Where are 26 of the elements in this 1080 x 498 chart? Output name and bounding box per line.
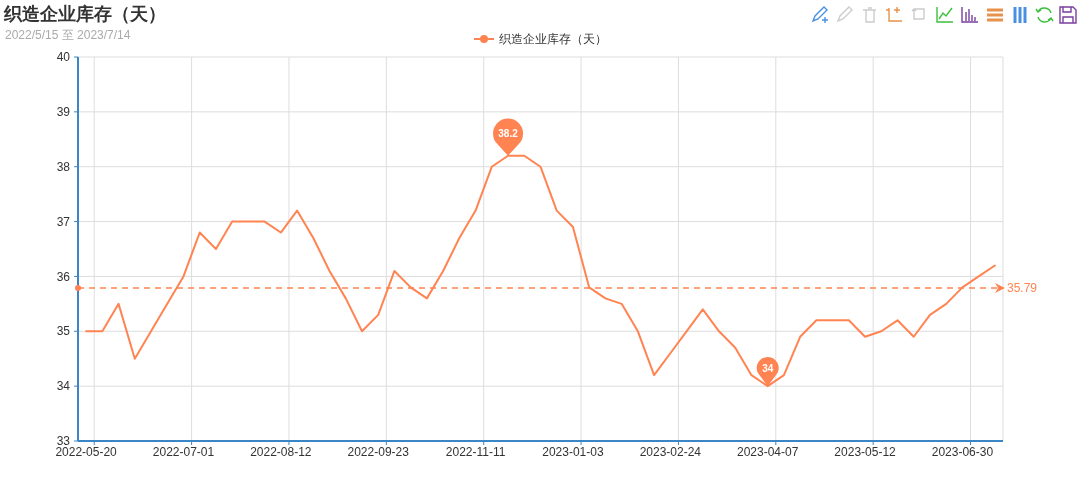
annotation: 34	[762, 362, 774, 374]
chart-subtitle: 2022/5/15 至 2023/7/14	[5, 28, 131, 42]
y-tick-label: 35	[56, 324, 71, 339]
y-tick-label: 39	[56, 105, 71, 120]
chart-title: 织造企业库存（天）	[3, 4, 166, 24]
x-tick-label: 2023-01-03	[542, 445, 604, 459]
callout-pin: 34	[756, 357, 779, 387]
y-tick-label: 36	[56, 269, 71, 284]
x-tick-label: 2022-09-23	[347, 445, 410, 459]
line-series	[85, 154, 996, 388]
y-tick-label: 40	[56, 50, 71, 65]
x-tick-label: 2023-02-24	[639, 445, 702, 459]
x-tick-label: 2023-05-12	[834, 445, 897, 459]
ref-line-label: 35.79	[1007, 281, 1038, 296]
callout-pin: 38.2	[493, 118, 524, 156]
x-tick-label: 2022-07-01	[152, 445, 215, 459]
x-tick-label: 2022-11-11	[445, 445, 506, 459]
x-tick-label: 2023-04-07	[737, 445, 799, 459]
annotation: 38.2	[498, 128, 519, 140]
x-tick-label: 2023-06-30	[931, 445, 994, 459]
y-tick-label: 37	[56, 214, 71, 229]
x-tick-label: 2022-08-12	[250, 445, 312, 459]
x-tick-label: 2022-05-20	[55, 445, 118, 459]
y-tick-label: 34	[56, 379, 71, 394]
legend-label: 织造企业库存（天）	[499, 32, 607, 47]
y-tick-label: 38	[56, 159, 71, 174]
